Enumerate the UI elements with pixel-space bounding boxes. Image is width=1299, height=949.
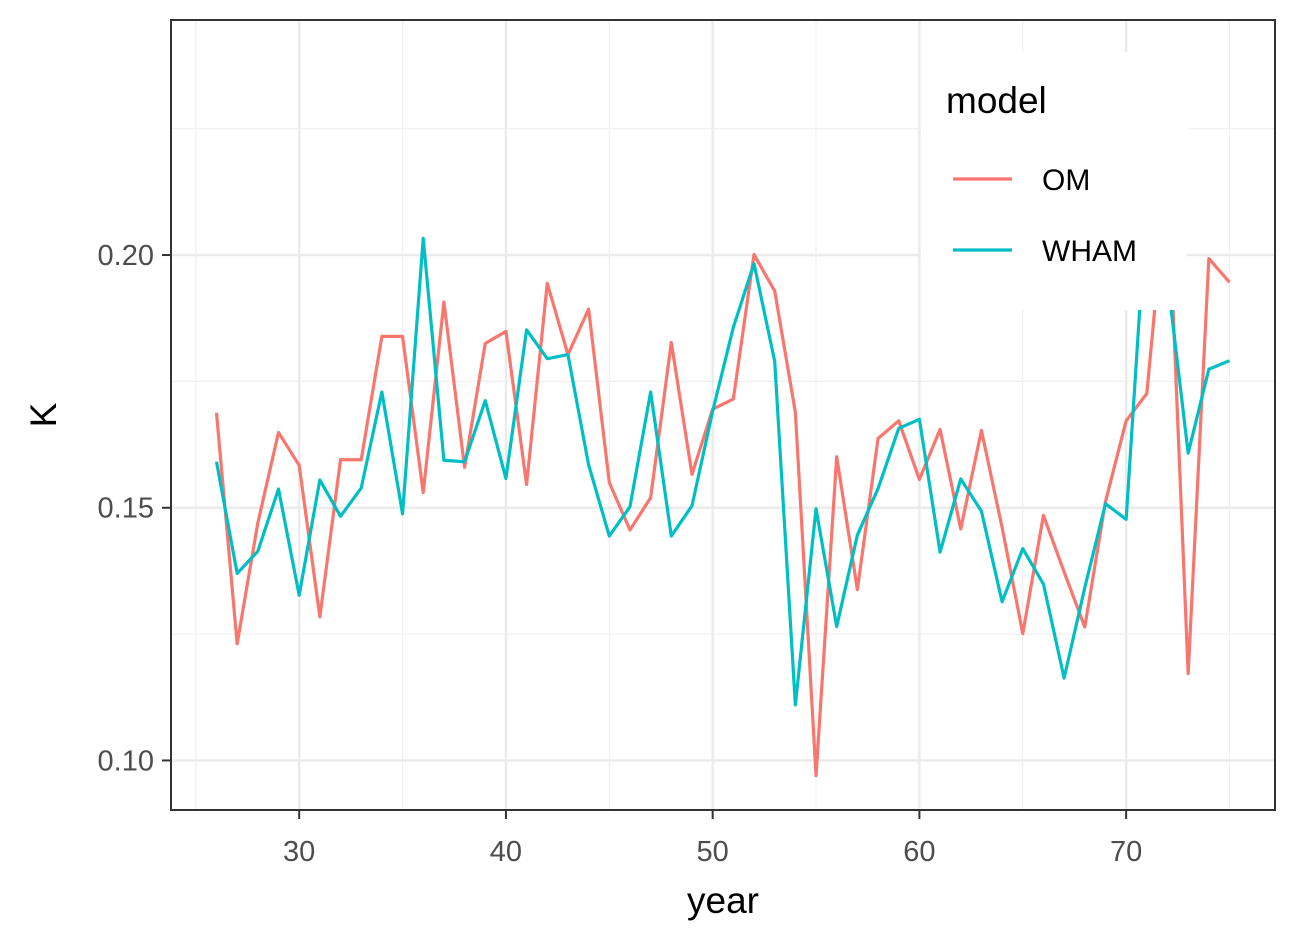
series-line-wham bbox=[214, 197, 1231, 707]
legend: model OM WHAM bbox=[921, 52, 1187, 310]
legend-title: model bbox=[946, 80, 1047, 121]
plot-panel-border bbox=[170, 19, 1276, 811]
legend-label-om: OM bbox=[1042, 164, 1090, 197]
major-gridlines bbox=[171, 20, 1275, 810]
y-tick-label: 0.20 bbox=[98, 240, 154, 272]
legend-label-wham: WHAM bbox=[1042, 235, 1137, 268]
x-tick-label: 40 bbox=[490, 836, 522, 868]
y-tick-label: 0.10 bbox=[98, 745, 154, 777]
y-axis: 0.10 0.15 0.20 bbox=[98, 240, 171, 777]
x-axis: 30 40 50 60 70 bbox=[283, 810, 1142, 868]
y-axis-title: K bbox=[23, 402, 64, 427]
legend-item-om: OM bbox=[953, 164, 1090, 197]
x-tick-label: 50 bbox=[697, 836, 729, 868]
x-tick-label: 70 bbox=[1110, 836, 1142, 868]
legend-items: OM WHAM bbox=[953, 164, 1137, 268]
series-layer bbox=[214, 172, 1231, 778]
x-tick-label: 60 bbox=[903, 836, 935, 868]
series-line-om bbox=[214, 172, 1231, 778]
x-axis-title: year bbox=[687, 880, 759, 921]
legend-background bbox=[921, 52, 1187, 310]
legend-item-wham: WHAM bbox=[953, 235, 1137, 268]
x-tick-label: 30 bbox=[283, 836, 315, 868]
y-tick-label: 0.15 bbox=[98, 493, 154, 525]
